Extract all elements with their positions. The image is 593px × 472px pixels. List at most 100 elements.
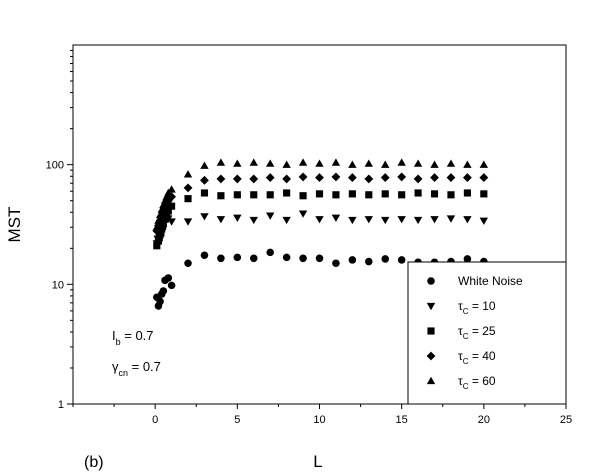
data-point [298, 158, 308, 166]
data-point [200, 175, 209, 185]
data-point [381, 216, 390, 225]
data-point [156, 297, 164, 306]
data-point [200, 189, 209, 197]
data-point [463, 189, 471, 197]
data-point [167, 185, 176, 193]
data-point [184, 259, 192, 268]
x-tick-label: 0 [152, 414, 158, 426]
data-point [298, 210, 308, 218]
data-point [331, 158, 341, 166]
data-point [216, 174, 226, 184]
data-point [265, 173, 275, 182]
data-point [266, 159, 275, 167]
data-point [463, 216, 472, 224]
data-point [163, 211, 171, 219]
data-point [160, 196, 170, 204]
data-point [365, 257, 373, 266]
data-point [249, 216, 258, 225]
data-point [397, 256, 406, 264]
data-point [364, 174, 374, 184]
data-point [364, 159, 373, 167]
legend-entry: τC = 10 [458, 299, 496, 316]
data-point [315, 159, 324, 167]
data-point [397, 216, 406, 224]
data-point [233, 191, 241, 199]
data-point [447, 191, 455, 199]
data-point [315, 254, 324, 263]
data-point [299, 254, 307, 263]
data-point [380, 173, 390, 182]
data-point [266, 212, 275, 220]
data-point [298, 172, 308, 182]
data-point [479, 217, 489, 225]
data-point [152, 223, 162, 231]
data-point [157, 205, 166, 213]
data-point [266, 248, 274, 257]
data-point [153, 242, 161, 250]
data-point [398, 191, 406, 199]
data-point [413, 216, 423, 225]
data-point [184, 195, 192, 203]
data-point [167, 281, 176, 290]
x-tick-label: 10 [313, 414, 325, 426]
data-point [446, 215, 456, 223]
legend-marker [427, 277, 435, 285]
legend-marker [426, 351, 436, 361]
data-point [381, 160, 390, 168]
data-point [462, 173, 472, 182]
data-point [249, 254, 258, 263]
y-tick-label: 10 [52, 279, 64, 291]
series-group [153, 189, 488, 250]
data-point [397, 158, 406, 166]
data-point [348, 160, 357, 168]
data-point [164, 274, 173, 282]
data-point [249, 158, 258, 166]
data-point [430, 160, 439, 168]
data-point [446, 173, 456, 182]
data-point [348, 190, 356, 198]
legend-entry: τC = 60 [458, 374, 496, 391]
data-point [249, 174, 259, 184]
data-point [463, 255, 472, 263]
data-point [200, 213, 209, 221]
data-point [159, 287, 168, 295]
data-point [183, 170, 193, 178]
data-point [250, 191, 258, 199]
legend-entry: τC = 40 [458, 349, 496, 366]
y-tick-label: 100 [46, 160, 64, 172]
legend-marker [427, 327, 435, 335]
data-point [446, 159, 456, 167]
data-point [233, 159, 242, 167]
data-point [397, 172, 407, 182]
data-point [200, 251, 209, 260]
legend-entry: τC = 25 [458, 324, 496, 341]
data-point [168, 202, 176, 210]
data-point [413, 159, 423, 167]
legend-marker [426, 376, 436, 385]
data-point [315, 216, 324, 224]
legend-entry: White Noise [458, 274, 523, 288]
data-point [414, 189, 422, 197]
parameter-annotations: Ib = 0.7 γcn = 0.7 [112, 328, 161, 378]
x-tick-label: 25 [560, 414, 572, 426]
data-point [365, 191, 373, 199]
legend-marker [426, 302, 436, 311]
data-point [282, 253, 291, 262]
x-tick-label: 15 [396, 414, 408, 426]
data-point [282, 160, 291, 168]
data-point [162, 192, 171, 200]
data-point [159, 220, 167, 228]
data-point [233, 253, 242, 262]
data-point [347, 173, 357, 182]
data-point [232, 174, 242, 184]
data-point [430, 173, 439, 182]
data-point [283, 189, 291, 197]
y-axis-label: MST [5, 207, 24, 243]
data-point [332, 259, 340, 268]
data-point [233, 214, 242, 222]
data-point [364, 216, 373, 224]
data-point [348, 256, 357, 264]
parameter-annotation: Ib = 0.7 [112, 328, 154, 347]
data-point [200, 161, 209, 169]
